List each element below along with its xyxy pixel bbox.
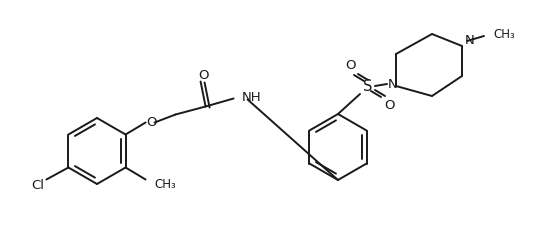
Text: N: N: [465, 34, 475, 47]
Text: O: O: [384, 99, 394, 112]
Text: NH: NH: [242, 91, 261, 103]
Text: N: N: [388, 78, 398, 91]
Text: O: O: [146, 116, 157, 128]
Text: O: O: [345, 59, 355, 72]
Text: CH₃: CH₃: [154, 177, 176, 190]
Text: O: O: [199, 69, 209, 82]
Text: S: S: [363, 79, 373, 94]
Text: Cl: Cl: [31, 178, 44, 191]
Text: CH₃: CH₃: [493, 27, 515, 40]
